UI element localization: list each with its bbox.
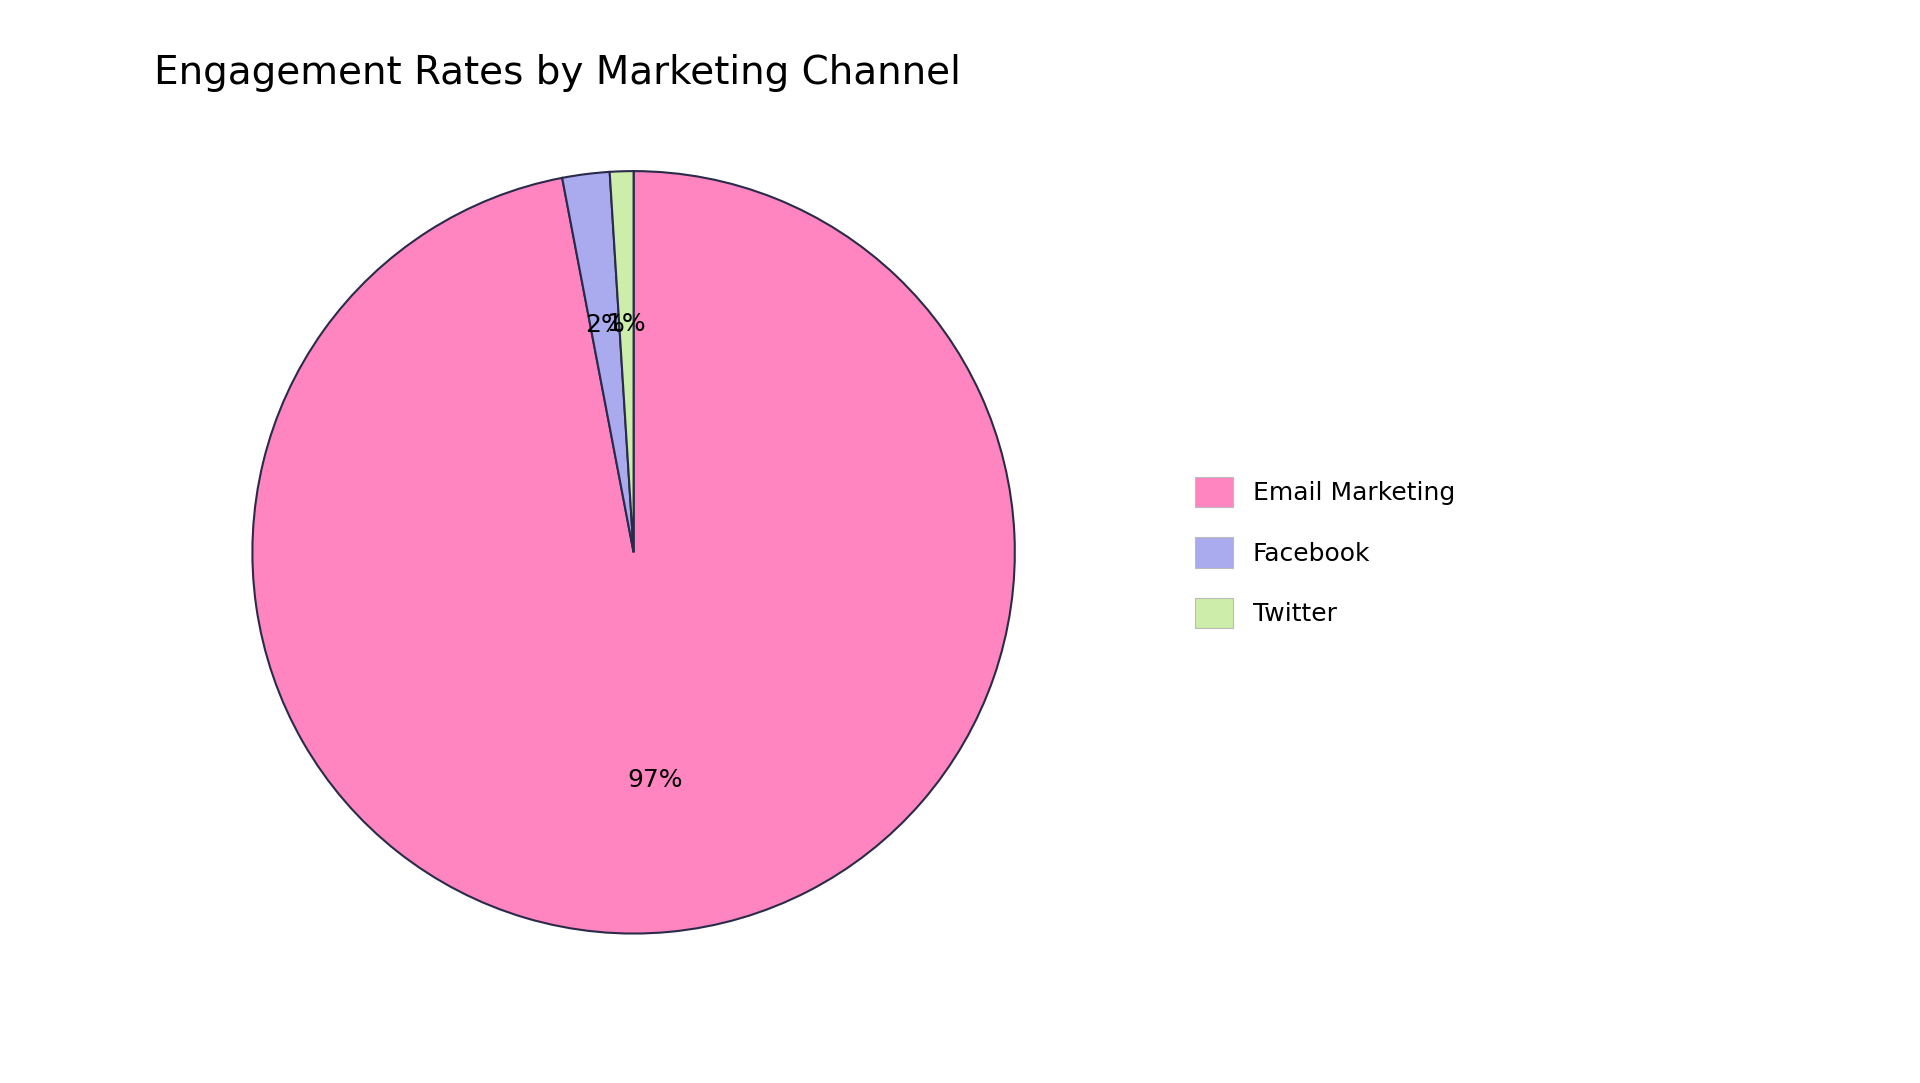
Legend: Email Marketing, Facebook, Twitter: Email Marketing, Facebook, Twitter: [1171, 452, 1480, 653]
Wedge shape: [252, 171, 1016, 934]
Wedge shape: [611, 171, 634, 552]
Text: 97%: 97%: [628, 768, 684, 792]
Wedge shape: [563, 172, 634, 552]
Text: 2%: 2%: [586, 313, 624, 338]
Text: 1%: 1%: [607, 312, 647, 336]
Text: Engagement Rates by Marketing Channel: Engagement Rates by Marketing Channel: [154, 54, 960, 92]
